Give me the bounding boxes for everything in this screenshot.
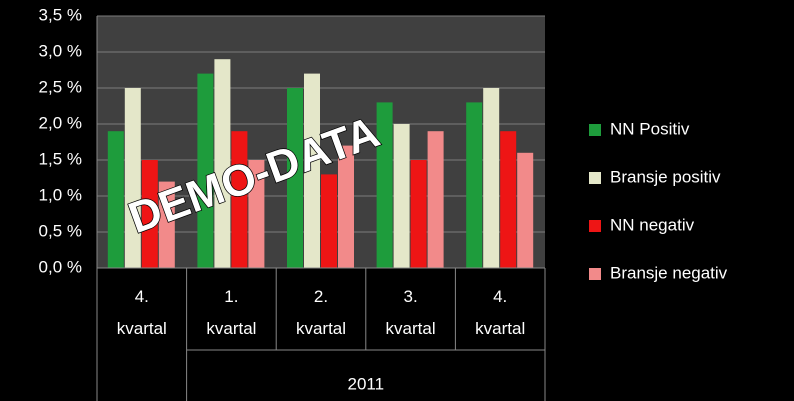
legend-swatch xyxy=(589,220,601,232)
legend-label: Bransje negativ xyxy=(610,263,728,282)
bar xyxy=(321,174,337,268)
y-tick-label: 2,5 % xyxy=(39,77,82,96)
group-label: 2011 xyxy=(348,374,385,393)
legend-swatch xyxy=(589,172,601,184)
x-tick-label: 4. kvartal xyxy=(475,287,525,338)
x-tick-label: 3. kvartal xyxy=(386,287,436,338)
bar xyxy=(393,124,410,268)
bar xyxy=(466,102,483,269)
bar xyxy=(124,88,141,268)
y-tick-label: 1,5 % xyxy=(39,149,82,168)
x-tick-label: 1. kvartal xyxy=(206,287,256,338)
bar xyxy=(338,145,354,268)
x-tick-label: 4. kvartal xyxy=(117,287,167,338)
legend-label: NN negativ xyxy=(610,215,695,234)
y-tick-label: 0,5 % xyxy=(39,221,82,240)
y-tick-label: 0,0 % xyxy=(39,257,82,276)
bar xyxy=(231,131,248,268)
bar xyxy=(483,88,500,268)
bar xyxy=(107,131,124,268)
legend-swatch xyxy=(589,124,601,136)
y-tick-label: 1,0 % xyxy=(39,185,82,204)
bar xyxy=(158,181,175,268)
x-tick-label: 2. kvartal xyxy=(296,287,346,338)
bar xyxy=(410,160,427,268)
legend-label: Bransje positiv xyxy=(610,167,721,186)
bar xyxy=(427,131,444,268)
bar xyxy=(141,160,158,268)
bar xyxy=(304,73,320,268)
legend-swatch xyxy=(589,268,601,280)
y-tick-label: 3,5 % xyxy=(39,5,82,24)
bar xyxy=(376,102,393,269)
bar xyxy=(517,152,534,268)
bar xyxy=(500,131,517,268)
bar xyxy=(197,73,214,268)
y-tick-label: 3,0 % xyxy=(39,41,82,60)
y-tick-label: 2,0 % xyxy=(39,113,82,132)
legend-label: NN Positiv xyxy=(610,119,690,138)
bar xyxy=(214,59,231,269)
bar xyxy=(248,160,265,268)
bar xyxy=(287,88,303,268)
